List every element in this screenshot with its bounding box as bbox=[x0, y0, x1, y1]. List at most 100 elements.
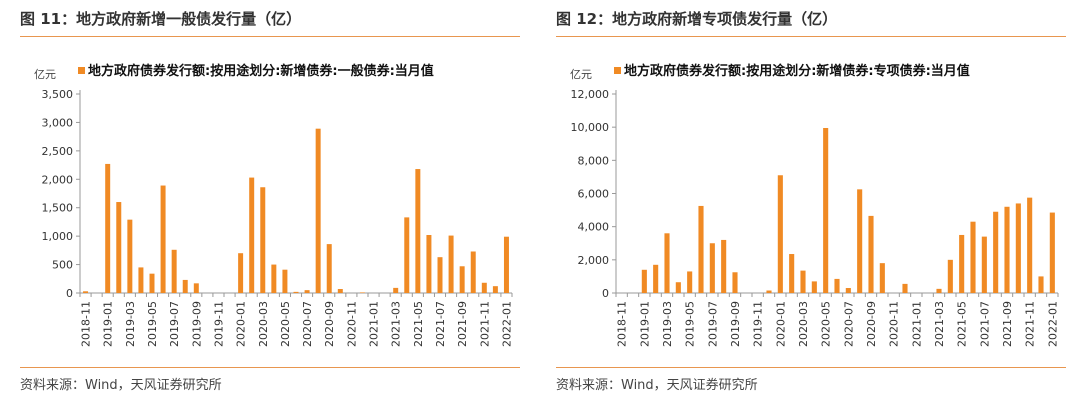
x-tick-label: 2021-03 bbox=[933, 301, 946, 347]
x-tick-label: 2019-01 bbox=[102, 301, 115, 347]
y-tick-label: 2,500 bbox=[42, 145, 74, 158]
bar bbox=[981, 236, 987, 293]
bar bbox=[116, 202, 122, 293]
bar bbox=[437, 257, 443, 293]
source-note: 资料来源：Wind，天风证券研究所 bbox=[556, 378, 758, 393]
bar bbox=[138, 267, 144, 293]
bar bbox=[709, 243, 715, 293]
legend-label: 地方政府债券发行额:按用途划分:新增债券:专项债券:当月值 bbox=[624, 63, 970, 79]
bar bbox=[936, 288, 942, 293]
bar bbox=[993, 211, 999, 293]
x-tick-label: 2022-01 bbox=[1046, 301, 1059, 347]
bar bbox=[641, 269, 647, 293]
bar bbox=[1027, 197, 1033, 293]
y-tick-label: 4,000 bbox=[578, 221, 610, 234]
bar bbox=[492, 286, 498, 293]
y-tick-label: 3,500 bbox=[42, 88, 74, 101]
bar bbox=[868, 215, 874, 293]
y-tick-label: 0 bbox=[602, 287, 609, 300]
x-tick-label: 2021-01 bbox=[368, 301, 381, 347]
bar bbox=[393, 287, 399, 293]
x-tick-label: 2021-01 bbox=[910, 301, 923, 347]
x-tick-label: 2020-03 bbox=[257, 301, 270, 347]
bar bbox=[664, 233, 670, 293]
figure-12-title: 图 12：地方政府新增专项债发行量（亿） bbox=[556, 10, 838, 28]
x-tick-label: 2019-05 bbox=[684, 301, 697, 347]
legend-label: 地方政府债券发行额:按用途划分:新增债券:一般债券:当月值 bbox=[88, 63, 434, 79]
bar bbox=[271, 264, 277, 293]
x-tick-label: 2020-05 bbox=[820, 301, 833, 347]
x-tick-label: 2021-05 bbox=[412, 301, 425, 347]
bar bbox=[182, 279, 188, 293]
bar bbox=[947, 259, 953, 293]
bar bbox=[426, 235, 432, 293]
x-tick-label: 2020-05 bbox=[279, 301, 292, 347]
x-tick-label: 2019-07 bbox=[168, 301, 181, 347]
bar bbox=[823, 127, 829, 293]
bar bbox=[149, 273, 155, 293]
y-tick-label: 2,000 bbox=[578, 254, 610, 267]
x-tick-label: 2022-01 bbox=[500, 301, 513, 347]
bar bbox=[800, 270, 806, 293]
x-tick-label: 2021-07 bbox=[978, 301, 991, 347]
x-tick-label: 2019-01 bbox=[638, 301, 651, 347]
y-tick-label: 12,000 bbox=[571, 88, 610, 101]
bar bbox=[105, 163, 111, 293]
legend-marker bbox=[614, 67, 621, 74]
bar bbox=[811, 281, 817, 293]
special-bond-chart: 地方政府债券发行额:按用途划分:新增债券:专项债券:当月值 亿元 0 2,000 4,0… bbox=[570, 63, 1059, 347]
bar bbox=[902, 283, 908, 293]
bar bbox=[282, 269, 288, 293]
x-tick-label: 2021-09 bbox=[1001, 301, 1014, 347]
x-tick-label: 2020-03 bbox=[797, 301, 810, 347]
bar bbox=[171, 249, 177, 293]
bar bbox=[359, 292, 365, 293]
bar bbox=[959, 234, 965, 293]
figure-11-title: 图 11：地方政府新增一般债发行量（亿） bbox=[20, 10, 302, 28]
bar bbox=[481, 282, 487, 293]
x-tick-label: 2021-07 bbox=[434, 301, 447, 347]
x-tick-label: 2020-01 bbox=[774, 301, 787, 347]
x-tick-label: 2021-11 bbox=[478, 301, 491, 347]
bar bbox=[160, 185, 166, 293]
bar bbox=[970, 221, 976, 293]
bar bbox=[238, 253, 244, 293]
bar bbox=[857, 189, 863, 293]
bar bbox=[470, 251, 476, 293]
x-tick-label: 2019-09 bbox=[190, 301, 203, 347]
y-tick-label: 0 bbox=[66, 287, 73, 300]
x-tick-label: 2020-11 bbox=[888, 301, 901, 347]
bar bbox=[721, 239, 727, 293]
bar bbox=[777, 175, 783, 293]
bar bbox=[675, 282, 681, 293]
bar bbox=[879, 263, 885, 293]
bar bbox=[83, 291, 89, 293]
top-rule bbox=[556, 36, 1066, 37]
top-rule bbox=[20, 36, 520, 37]
x-tick-label: 2018-11 bbox=[80, 301, 93, 347]
x-tick-label: 2019-03 bbox=[661, 301, 674, 347]
unit-label: 亿元 bbox=[34, 68, 56, 81]
bar bbox=[127, 219, 133, 293]
legend-marker bbox=[78, 67, 85, 74]
x-tick-label: 2019-09 bbox=[729, 301, 742, 347]
bar bbox=[503, 236, 509, 293]
x-tick-label: 2021-09 bbox=[456, 301, 469, 347]
y-tick-label: 500 bbox=[52, 259, 73, 272]
x-tick-label: 2019-03 bbox=[124, 301, 137, 347]
unit-label: 亿元 bbox=[570, 68, 592, 81]
x-tick-label: 2018-11 bbox=[616, 301, 629, 347]
bar bbox=[315, 128, 321, 293]
bar bbox=[834, 278, 840, 293]
y-tick-label: 1,000 bbox=[42, 230, 74, 243]
x-tick-label: 2021-05 bbox=[956, 301, 969, 347]
bar bbox=[687, 271, 693, 293]
y-tick-label: 8,000 bbox=[578, 154, 610, 167]
bar bbox=[698, 205, 704, 293]
y-tick-label: 3,000 bbox=[42, 116, 74, 129]
x-tick-label: 2020-09 bbox=[865, 301, 878, 347]
bar bbox=[337, 289, 343, 293]
bar bbox=[415, 169, 421, 293]
bar bbox=[193, 283, 199, 293]
x-tick-label: 2021-11 bbox=[1024, 301, 1037, 347]
